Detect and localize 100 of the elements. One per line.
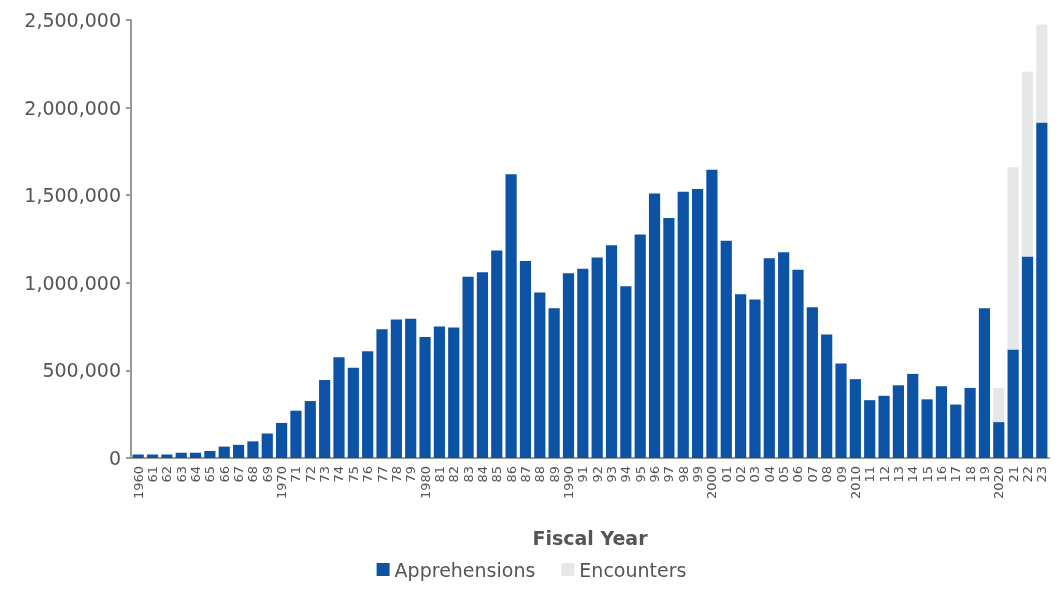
bar [1021, 71, 1034, 257]
x-tick-label: 2010 [847, 466, 863, 500]
x-tick-label: 13 [890, 466, 906, 483]
bar [519, 260, 532, 458]
bar [333, 357, 345, 458]
y-tick-label: 1,500,000 [24, 184, 121, 207]
bar [849, 379, 861, 458]
bar [534, 292, 546, 458]
y-tick-label: 0 [108, 447, 121, 469]
x-tick-label: 12 [876, 466, 892, 483]
y-tick-label: 2,000,000 [24, 96, 121, 119]
x-tick-label: 87 [517, 466, 533, 483]
bar [433, 326, 445, 458]
x-tick-label: 95 [632, 466, 648, 483]
x-tick-label: 65 [202, 466, 218, 483]
bar [462, 276, 474, 458]
x-axis-title: Fiscal Year [532, 526, 649, 549]
bar [189, 452, 202, 458]
bar [935, 386, 948, 458]
x-tick-label: 01 [718, 466, 734, 483]
x-tick-label: 22 [1019, 466, 1035, 483]
x-tick-label: 96 [647, 466, 663, 483]
bar [821, 334, 833, 458]
x-tick-label: 66 [216, 466, 232, 483]
x-tick-label: 88 [532, 466, 548, 483]
bar [1036, 24, 1048, 123]
bar [605, 245, 618, 458]
bar [778, 252, 790, 458]
bar [175, 452, 187, 458]
x-tick-label: 99 [690, 466, 706, 483]
bar [1007, 167, 1019, 350]
x-tick-label: 89 [546, 466, 562, 483]
bar [491, 250, 503, 458]
x-tick-label: 71 [288, 466, 304, 483]
x-tick-label: 69 [259, 466, 275, 483]
x-tick-label: 21 [1005, 466, 1021, 483]
y-tick-label: 2,500,000 [24, 9, 121, 31]
bar [419, 337, 431, 458]
x-tick-label: 06 [790, 466, 806, 483]
x-tick-label: 1990 [560, 466, 576, 500]
x-tick-label: 91 [575, 466, 591, 483]
bar [232, 444, 245, 458]
bar [276, 422, 288, 458]
x-tick-label: 82 [446, 466, 462, 483]
bar [304, 401, 316, 458]
x-tick-label: 04 [761, 466, 777, 483]
x-tick-label: 19 [976, 466, 992, 483]
x-tick-label: 09 [833, 466, 849, 483]
x-tick-label: 1960 [130, 466, 146, 500]
bar [390, 319, 402, 458]
bar [362, 351, 374, 458]
bar [476, 272, 489, 458]
bar [634, 234, 646, 458]
x-tick-label: 83 [460, 466, 476, 483]
x-tick-label: 15 [919, 466, 935, 483]
bar [691, 189, 704, 458]
legend-label: Encounters [579, 558, 687, 581]
bar [677, 191, 689, 458]
x-tick-label: 75 [345, 466, 361, 483]
y-tick-label: 500,000 [42, 359, 121, 382]
x-tick-label: 78 [388, 466, 404, 483]
x-tick-label: 79 [403, 466, 419, 483]
bar [978, 308, 991, 458]
bar [620, 286, 632, 458]
x-tick-label: 68 [245, 466, 261, 483]
x-tick-label: 81 [431, 466, 447, 483]
x-tick-label: 61 [145, 466, 161, 483]
x-tick-label: 85 [489, 466, 505, 483]
x-tick-label: 07 [804, 466, 820, 483]
x-tick-label: 76 [360, 466, 376, 483]
x-tick-label: 86 [503, 466, 519, 483]
bar [261, 433, 273, 458]
bar [749, 299, 761, 458]
x-tick-label: 92 [589, 466, 605, 483]
bar [146, 454, 159, 458]
x-tick-label: 98 [675, 466, 691, 483]
bar [907, 373, 919, 458]
x-tick-label: 1980 [417, 466, 433, 500]
bar [993, 387, 1005, 423]
x-tick-label: 77 [374, 466, 390, 483]
x-tick-label: 93 [604, 466, 620, 483]
x-tick-label: 94 [618, 466, 634, 483]
bar [562, 273, 575, 458]
bar [577, 268, 589, 458]
x-tick-label: 11 [862, 466, 878, 483]
x-tick-label: 63 [173, 466, 189, 483]
bar [376, 329, 388, 458]
x-tick-label: 2020 [991, 466, 1007, 500]
x-tick-label: 23 [1034, 466, 1050, 483]
x-tick-label: 84 [474, 466, 490, 483]
bar [448, 327, 460, 458]
bar [735, 294, 747, 458]
bar [663, 217, 675, 458]
x-tick-label: 74 [331, 466, 347, 483]
bar [921, 399, 933, 458]
bar [290, 410, 302, 458]
bar [792, 269, 804, 458]
bar [1007, 349, 1019, 458]
x-tick-label: 16 [933, 466, 949, 483]
bar [806, 307, 818, 458]
